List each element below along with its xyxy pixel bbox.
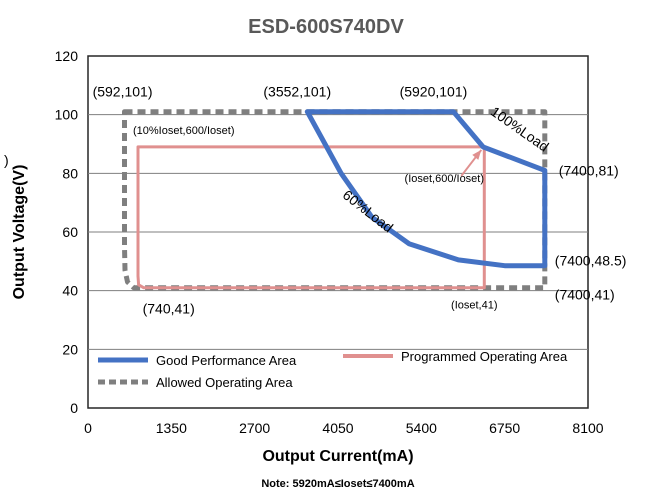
x-tick-label: 2700 bbox=[239, 420, 270, 436]
annotation-label: (3552,101) bbox=[263, 84, 331, 100]
x-tick-label: 6750 bbox=[489, 420, 520, 436]
x-axis-title: Output Current(mA) bbox=[262, 448, 413, 465]
legend-label-allowed-operating: Allowed Operating Area bbox=[156, 375, 293, 390]
annotation-label: (5920,101) bbox=[400, 84, 468, 100]
programmed-operating-area-outline bbox=[136, 145, 486, 290]
annotation-label: (592,101) bbox=[93, 84, 153, 100]
good-performance-area-outline bbox=[304, 109, 548, 269]
annotation-label: (740,41) bbox=[143, 301, 195, 317]
annotation-pointer bbox=[460, 149, 483, 177]
annotations: (592,101) (3552,101) (5920,101) (10%Ioset,6… bbox=[4, 84, 626, 317]
chart-title: ESD-600S740DV bbox=[248, 16, 404, 38]
annotation-label: ) bbox=[4, 152, 9, 168]
y-tick-label: 0 bbox=[70, 400, 78, 416]
annotation-label: (Ioset,41) bbox=[451, 300, 497, 312]
annotation-label: (7400,81) bbox=[559, 162, 619, 178]
annotation-label: 60%Load bbox=[340, 187, 396, 236]
y-tick-label: 20 bbox=[62, 341, 78, 357]
series-group bbox=[122, 109, 548, 291]
annotation-label: (7400,48.5) bbox=[555, 253, 627, 269]
annotation-label: (7400,41) bbox=[555, 287, 615, 303]
annotation-label: (Ioset,600/Ioset) bbox=[405, 173, 485, 185]
y-tick-label: 40 bbox=[62, 283, 78, 299]
x-tick-label: 0 bbox=[84, 420, 92, 436]
x-tick-label: 1350 bbox=[156, 420, 187, 436]
x-tick-label: 4050 bbox=[322, 420, 353, 436]
y-tick-label: 80 bbox=[62, 165, 78, 181]
y-tick-label: 60 bbox=[62, 224, 78, 240]
gridlines bbox=[88, 114, 588, 350]
allowed-operating-area-outline bbox=[122, 109, 548, 291]
annotation-arrow-head bbox=[472, 149, 482, 160]
x-tick-label: 5400 bbox=[406, 420, 437, 436]
legend: Good Performance Area Programmed Operati… bbox=[98, 349, 568, 390]
y-tick-label: 120 bbox=[55, 48, 79, 64]
y-tick-label: 100 bbox=[55, 107, 79, 123]
legend-label-programmed-operating: Programmed Operating Area bbox=[401, 349, 568, 364]
y-tick-labels: 0 20 40 60 80 100 120 bbox=[55, 48, 79, 416]
chart-note: Note: 5920mA≤Ioset≤7400mA bbox=[261, 478, 414, 490]
x-tick-labels: 0 1350 2700 4050 5400 6750 8100 bbox=[84, 420, 604, 436]
legend-label-good-performance: Good Performance Area bbox=[156, 353, 297, 368]
x-tick-label: 8100 bbox=[572, 420, 603, 436]
y-axis-title: Output Voltage(V) bbox=[11, 165, 28, 300]
annotation-label: (10%Ioset,600/Ioset) bbox=[133, 125, 235, 137]
